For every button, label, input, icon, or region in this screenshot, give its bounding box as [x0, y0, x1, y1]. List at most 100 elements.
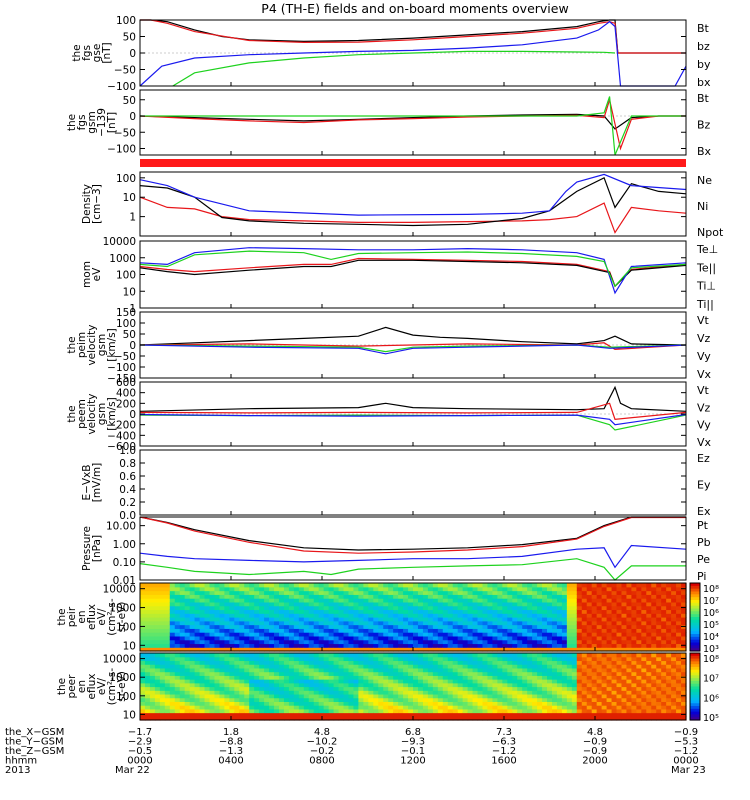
heatmap-cell	[472, 682, 479, 688]
heatmap-cell	[527, 628, 533, 633]
heatmap-cell	[338, 686, 345, 691]
heatmap-cell	[199, 697, 206, 702]
heatmap-cell	[626, 682, 632, 688]
heatmap-cell	[154, 679, 161, 684]
heatmap-cell	[398, 647, 404, 652]
heatmap-cell	[427, 609, 434, 614]
heatmap-cell	[403, 671, 409, 676]
heatmap-cell	[174, 635, 181, 641]
heatmap-cell	[646, 624, 652, 629]
heatmap-cell	[408, 705, 414, 710]
y-axis-label-line: [km/s]	[106, 328, 118, 362]
heatmap-cell	[353, 697, 359, 702]
heatmap-cell	[427, 590, 434, 595]
heatmap-cell	[318, 632, 325, 637]
heatmap-cell	[462, 705, 469, 710]
heatmap-cell	[417, 586, 424, 592]
heatmap-cell	[432, 643, 439, 648]
heatmap-cell	[551, 716, 558, 721]
heatmap-cell	[368, 675, 374, 680]
heatmap-cell	[522, 675, 528, 680]
heatmap-cell	[432, 617, 439, 622]
heatmap-cell	[388, 664, 394, 669]
heatmap-cell	[283, 671, 290, 676]
heatmap-cell	[626, 701, 632, 706]
y-tick-label: 100	[116, 621, 136, 633]
heatmap-cell	[581, 675, 588, 680]
heatmap-cell	[278, 635, 285, 641]
heatmap-cell	[199, 635, 206, 641]
heatmap-cell	[264, 675, 270, 680]
heatmap-cell	[492, 705, 498, 710]
heatmap-cell	[422, 617, 429, 622]
heatmap-cell	[333, 708, 340, 714]
heatmap-cell	[174, 679, 181, 684]
heatmap-cell	[591, 679, 598, 684]
heatmap-cell	[432, 598, 439, 603]
heatmap-cell	[601, 613, 608, 618]
heatmap-cell	[224, 686, 230, 691]
heatmap-cell	[229, 716, 235, 721]
heatmap-cell	[467, 598, 474, 603]
heatmap-cell	[283, 605, 290, 611]
heatmap-cell	[239, 639, 245, 645]
heatmap-cell	[378, 679, 384, 684]
heatmap-cell	[378, 667, 384, 673]
series-line-pressure-2	[139, 558, 686, 581]
heatmap-cell	[184, 635, 191, 641]
heatmap-cell	[596, 594, 603, 599]
heatmap-cell	[214, 679, 221, 684]
heatmap-cell	[373, 664, 379, 669]
heatmap-cell	[596, 617, 603, 622]
heatmap-cell	[636, 643, 642, 648]
heatmap-cell	[219, 664, 225, 669]
heatmap-cell	[348, 664, 355, 669]
heatmap-cell	[169, 667, 176, 673]
heatmap-cell	[303, 664, 310, 669]
heatmap-cell	[606, 686, 613, 691]
heatmap-cell	[681, 671, 687, 676]
heatmap-cell	[373, 617, 379, 622]
heatmap-cell	[154, 686, 161, 691]
y-tick-label: 1.0	[119, 445, 136, 457]
heatmap-cell	[566, 594, 573, 599]
heatmap-cell	[229, 690, 235, 695]
heatmap-cell	[408, 586, 414, 592]
heatmap-cell	[671, 613, 677, 618]
heatmap-cell	[651, 609, 657, 614]
heatmap-cell	[378, 653, 384, 658]
heatmap-cell	[189, 601, 196, 607]
heatmap-cell	[154, 601, 161, 607]
heatmap-cell	[561, 598, 568, 603]
heatmap-cell	[383, 671, 389, 676]
heatmap-cell	[318, 653, 325, 658]
heatmap-cell	[318, 667, 325, 673]
heatmap-cell	[487, 708, 494, 714]
heatmap-cell	[492, 690, 498, 695]
heatmap-cell	[507, 647, 513, 652]
y-tick-label: 10	[123, 640, 136, 652]
heatmap-cell	[189, 660, 196, 665]
heatmap-cell	[482, 620, 489, 626]
heatmap-cell	[164, 617, 171, 622]
heatmap-cell	[527, 686, 533, 691]
heatmap-cell	[378, 628, 384, 633]
heatmap-cell	[159, 656, 166, 662]
heatmap-cell	[303, 605, 310, 611]
heatmap-cell	[169, 643, 176, 648]
y-tick-label: 0.2	[119, 497, 136, 509]
heatmap-cell	[561, 620, 568, 626]
heatmap-cell	[224, 624, 230, 629]
heatmap-cell	[293, 632, 300, 637]
heatmap-cell	[328, 679, 335, 684]
legend-entry: bz	[697, 40, 710, 53]
heatmap-cell	[666, 693, 672, 699]
heatmap-cell	[363, 613, 369, 618]
heatmap-cell	[333, 675, 340, 680]
heatmap-cell	[447, 664, 454, 669]
heatmap-cell	[457, 601, 464, 607]
heatmap-cell	[358, 609, 364, 614]
heatmap-cell	[149, 682, 156, 688]
heatmap-cell	[199, 690, 206, 695]
